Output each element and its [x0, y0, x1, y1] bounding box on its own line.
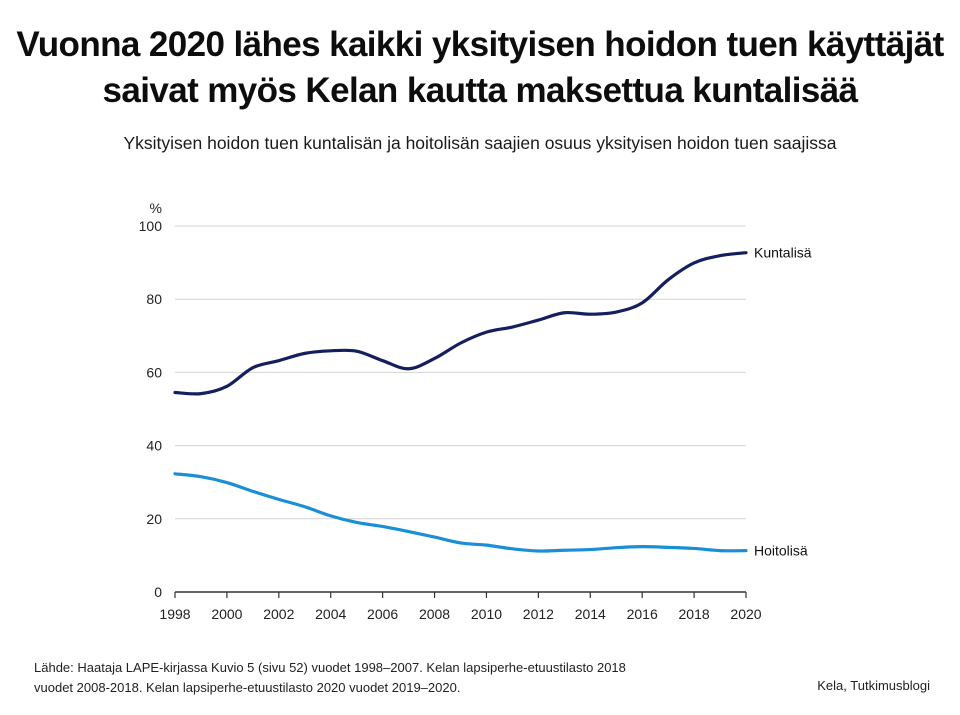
axes: 0 20 40 60 80 100% 1998 2000 2002 2004 2006 2008 201… — [139, 200, 762, 622]
source-line-1: Lähde: Haataja LAPE-kirjassa Kuvio 5 (si… — [34, 660, 626, 675]
x-tick-label: 2012 — [523, 606, 554, 622]
x-tick-label: 2004 — [315, 606, 346, 622]
series-label-1: Hoitolisä — [754, 543, 808, 559]
series-lines — [173, 251, 748, 553]
y-tick-label: 40 — [146, 438, 162, 454]
chart-title: Vuonna 2020 lähes kaikki yksityisen hoid… — [0, 22, 960, 114]
series-labels: Kuntalisä Hoitolisä — [754, 245, 812, 559]
x-tick-label: 2000 — [211, 606, 242, 622]
y-tick-label: 0 — [154, 584, 162, 600]
y-tick-label: 60 — [146, 364, 162, 380]
x-tick-label: 2018 — [679, 606, 710, 622]
x-tick-label: 2016 — [627, 606, 658, 622]
source-note: Lähde: Haataja LAPE-kirjassa Kuvio 5 (si… — [34, 658, 754, 698]
y-tick-label: 100 — [139, 218, 163, 234]
chart-title-line-1: Vuonna 2020 lähes kaikki yksityisen hoid… — [16, 25, 944, 64]
x-tick-label: 2010 — [471, 606, 502, 622]
x-tick-label: 2014 — [575, 606, 606, 622]
x-tick-label: 2008 — [419, 606, 450, 622]
x-tick-label: 1998 — [159, 606, 190, 622]
series-line-1 — [173, 472, 748, 553]
x-tick-label: 2002 — [263, 606, 294, 622]
y-tick-label: 80 — [146, 291, 162, 307]
series-line-0 — [173, 251, 748, 396]
source-line-2: vuodet 2008-2018. Kelan lapsiperhe-etuus… — [34, 680, 461, 695]
credit: Kela, Tutkimusblogi — [817, 678, 930, 693]
x-tick-label: 2020 — [730, 606, 761, 622]
chart-subtitle: Yksityisen hoidon tuen kuntalisän ja hoi… — [123, 133, 837, 153]
y-tick-label: 20 — [146, 511, 162, 527]
series-label-0: Kuntalisä — [754, 245, 812, 261]
x-tick-label: 2006 — [367, 606, 398, 622]
gridlines — [175, 225, 746, 520]
y-axis-unit: % — [150, 200, 162, 216]
chart-title-line-2: saivat myös Kelan kautta maksettua kunta… — [102, 71, 858, 110]
